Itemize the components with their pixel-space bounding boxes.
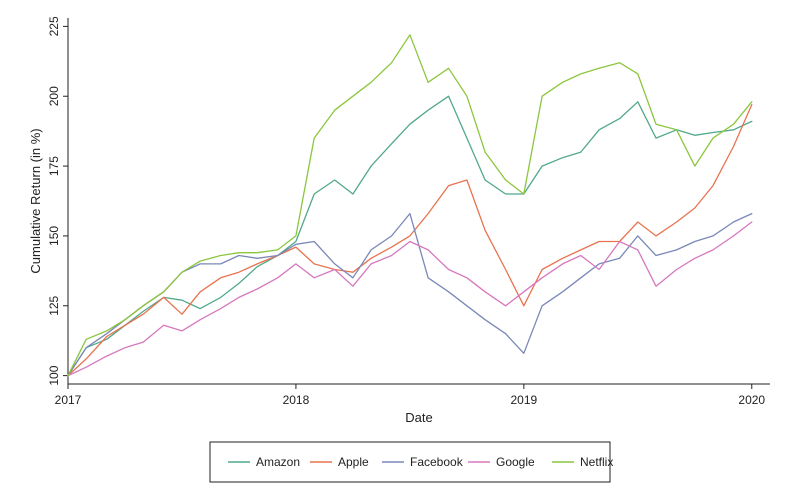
series-line-netflix [67,34,753,377]
y-axis-title: Cumulative Return (in %) [28,128,43,273]
legend-label: Google [496,455,535,469]
legend-items: Amazon Apple Facebook Google Netflix [228,455,613,469]
legend-box [209,441,611,483]
legend: Amazon Apple Facebook Google Netflix [209,441,613,483]
legend-label: Netflix [580,455,613,469]
legend-item-amazon: Amazon [228,455,300,469]
legend-item-apple: Apple [310,455,369,469]
y-tick-label: 200 [47,86,61,106]
series-lines [67,34,753,377]
legend-label: Amazon [256,455,300,469]
y-tick-label: 125 [47,295,61,315]
series-line-amazon [67,95,753,377]
x-axis-ticks: 2017 2018 2019 2020 [55,384,765,407]
y-axis-ticks: 100 125 150 175 200 225 [47,16,68,386]
y-tick-label: 175 [47,156,61,176]
legend-item-google: Google [468,455,535,469]
legend-item-facebook: Facebook [382,455,464,469]
x-axis-title: Date [405,410,432,425]
series-line-google [67,221,753,377]
series-line-facebook [67,212,753,377]
x-tick-label: 2020 [738,393,765,407]
x-tick-label: 2017 [55,393,82,407]
x-tick-label: 2018 [283,393,310,407]
series-line-apple [67,103,753,377]
legend-label: Apple [338,455,369,469]
y-tick-label: 100 [47,365,61,385]
x-tick-label: 2019 [510,393,537,407]
legend-item-netflix: Netflix [552,455,613,469]
axes: 100 125 150 175 200 225 2017 2018 2019 2020 [47,16,770,407]
y-tick-label: 225 [47,16,61,36]
y-tick-label: 150 [47,226,61,246]
legend-label: Facebook [410,455,464,469]
